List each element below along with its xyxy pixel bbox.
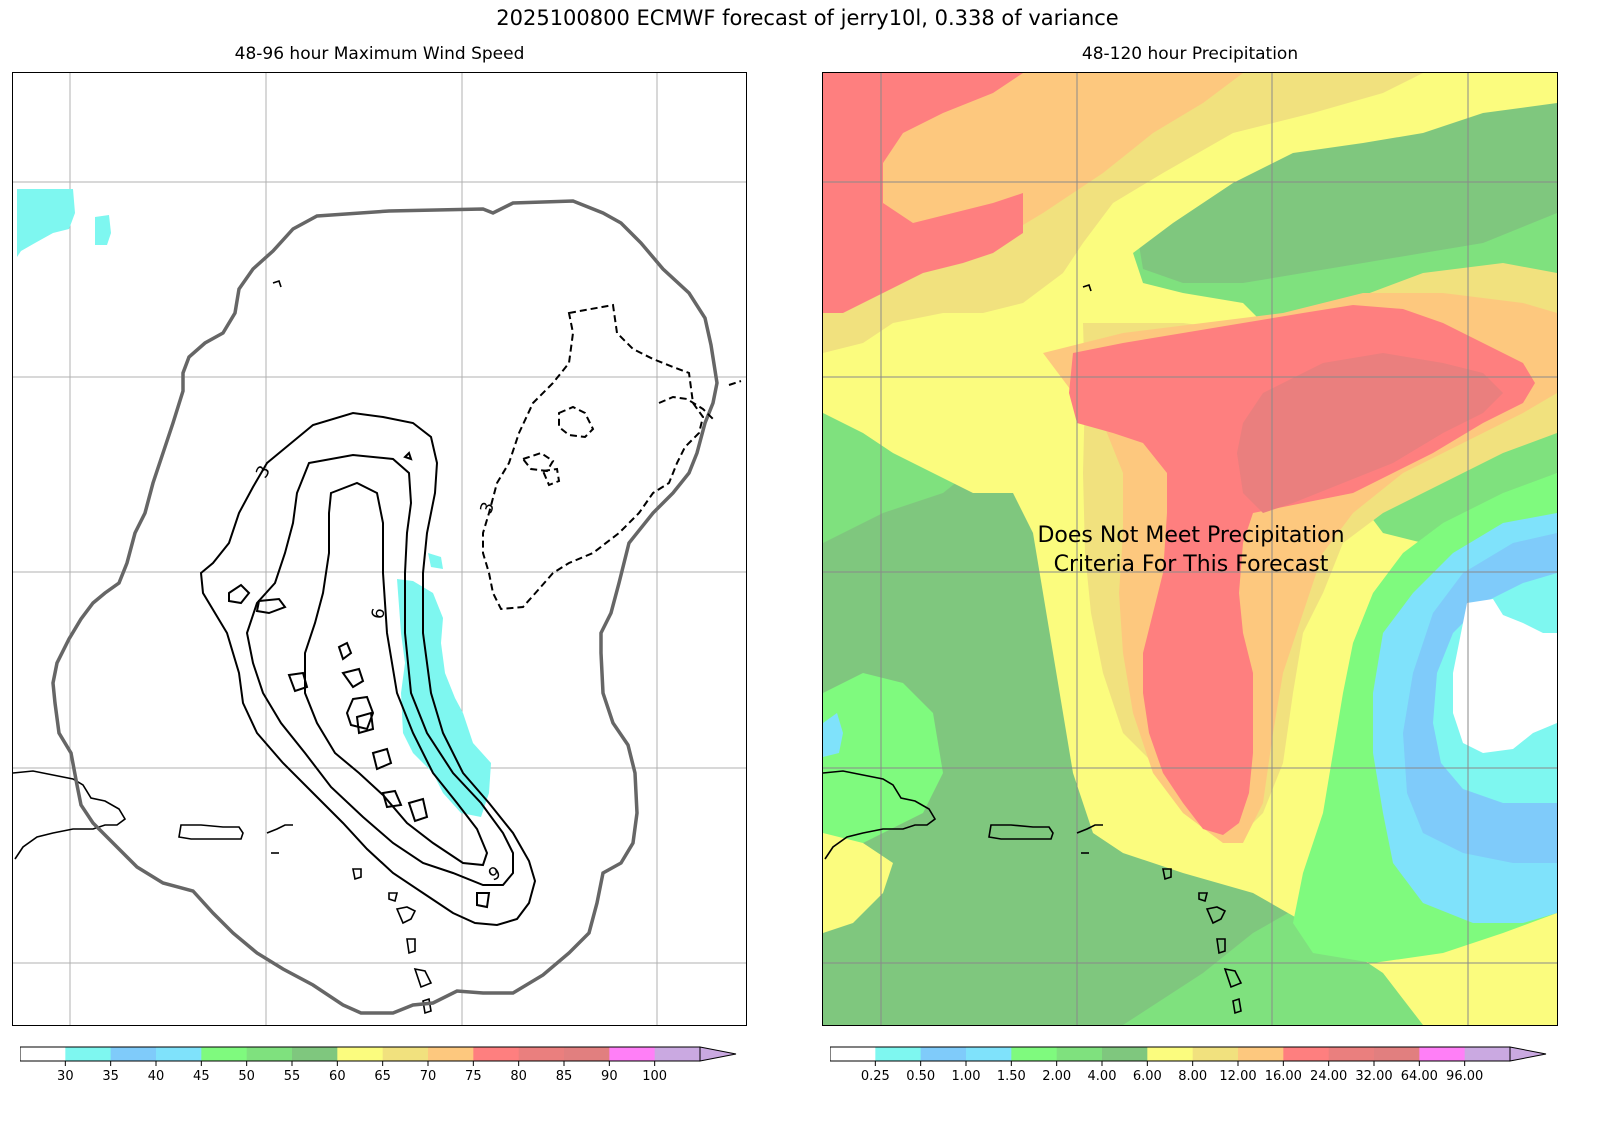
precip-band-32 — [1237, 353, 1503, 513]
precip-colorbar-tick-label: 32.00 — [1355, 1069, 1392, 1084]
precip-band-24 — [823, 73, 1023, 313]
wind-contours-dashed — [482, 303, 742, 611]
precip-colorbar-swatch — [920, 1047, 967, 1061]
wind-colorbar-swatch — [564, 1047, 610, 1061]
wind-colorbar-tick-label: 80 — [510, 1069, 527, 1084]
left-panel-title: 48-96 hour Maximum Wind Speed — [234, 44, 525, 64]
right-panel-title: 48-120 hour Precipitation — [1081, 44, 1299, 64]
wind-speed-colorbar: 30 35 40 45 50 55 60 65 70 75 80 85 90 100 — [19, 1044, 742, 1094]
wind-colorbar-swatch — [292, 1047, 338, 1061]
wind-colorbar-tick-label: 75 — [465, 1069, 482, 1084]
precip-colorbar-swatch — [1283, 1047, 1330, 1061]
precip-message-line2: Criteria For This Forecast — [1053, 552, 1329, 577]
right-gridlines — [823, 73, 1557, 1025]
wind-colorbar-swatch — [382, 1047, 429, 1061]
wind-colorbar-swatch — [65, 1047, 112, 1061]
precip-colorbar-swatch — [830, 1047, 876, 1061]
wind-colorbar-swatch — [473, 1047, 520, 1061]
wind-colorbar-extend-arrow — [699, 1046, 737, 1062]
wind-colorbar-swatch — [337, 1047, 384, 1061]
wind-colorbar-tick-label: 30 — [57, 1069, 74, 1084]
precip-colorbar-swatch — [1056, 1047, 1103, 1061]
wind-colorbar-tick-label: 70 — [420, 1069, 437, 1084]
precip-colorbar-swatch — [1147, 1047, 1194, 1061]
wind-contours-solid — [199, 411, 537, 927]
wind-colorbar-tick-label: 90 — [601, 1069, 618, 1084]
precip-colorbar-ticks: 0.25 0.50 1.00 1.50 2.00 4.00 6.00 8.00 12.00 16.… — [861, 1061, 1483, 1084]
wind-colorbar-tick-label: 60 — [329, 1069, 346, 1084]
wind-colorbar-tick-label: 85 — [556, 1069, 573, 1084]
precip-message-line1: Does Not Meet Precipitation — [1037, 523, 1345, 548]
precip-colorbar-swatch — [1464, 1047, 1511, 1061]
wind-colorbar-tick-label: 65 — [374, 1069, 391, 1084]
wind-speed-map: 3 6 9 3 — [12, 72, 747, 1026]
contour-label-3-west: 3 — [252, 462, 275, 481]
left-coastlines — [13, 279, 433, 1015]
wind-colorbar-swatch — [201, 1047, 248, 1061]
wind-colorbar-tick-label: 55 — [284, 1069, 301, 1084]
precip-colorbar-tick-label: 1.50 — [997, 1069, 1026, 1084]
precip-colorbar-tick-label: 8.00 — [1178, 1069, 1207, 1084]
precip-colorbar-swatch — [875, 1047, 922, 1061]
precip-colorbar-swatch — [1102, 1047, 1148, 1061]
figure-title: 2025100800 ECMWF forecast of jerry10l, 0… — [496, 6, 1119, 30]
precip-band-blue-west — [823, 713, 843, 757]
precip-colorbar-swatch — [966, 1047, 1012, 1061]
precip-colorbar-tick-label: 0.50 — [906, 1069, 935, 1084]
precipitation-map: Does Not Meet Precipitation Criteria For… — [822, 72, 1558, 1026]
precip-colorbar-swatch — [1374, 1047, 1420, 1061]
precip-colorbar-swatch — [1192, 1047, 1239, 1061]
precip-colorbar-tick-label: 24.00 — [1310, 1069, 1347, 1084]
precip-colorbar-tick-label: 1.00 — [952, 1069, 981, 1084]
precip-criteria-message: Does Not Meet Precipitation Criteria For… — [991, 521, 1391, 579]
precip-band-west-yellow — [823, 833, 893, 933]
precip-colorbar-swatches — [829, 1046, 1511, 1062]
wind-colorbar-swatch — [156, 1047, 202, 1061]
precip-band-under-0.25 — [1453, 599, 1557, 753]
wind-colorbar-tick-label: 100 — [642, 1069, 667, 1084]
contour-label-3-east: 3 — [476, 499, 498, 516]
precip-colorbar-tick-label: 64.00 — [1401, 1069, 1438, 1084]
wind-colorbar-swatch — [428, 1047, 474, 1061]
wind-colorbar-tick-label: 50 — [238, 1069, 255, 1084]
wind-colorbar-swatch — [518, 1047, 565, 1061]
wind-colorbar-swatch — [246, 1047, 293, 1061]
precip-colorbar-swatch — [1238, 1047, 1284, 1061]
precip-colorbar-tick-label: 12.00 — [1219, 1069, 1256, 1084]
left-gridlines — [13, 73, 746, 1025]
wind-colorbar-swatches — [19, 1046, 701, 1062]
precip-colorbar-tick-label: 2.00 — [1042, 1069, 1071, 1084]
wind-30kt-fill — [17, 189, 491, 817]
precip-colorbar-extend-arrow — [1509, 1046, 1547, 1062]
wind-colorbar-tick-label: 45 — [193, 1069, 210, 1084]
wind-colorbar-ticks: 30 35 40 45 50 55 60 65 70 75 80 85 90 100 — [57, 1061, 667, 1084]
wind-colorbar-swatch — [609, 1047, 656, 1061]
precip-band-west-green — [823, 673, 943, 853]
precip-colorbar-tick-label: 6.00 — [1133, 1069, 1162, 1084]
right-coastlines — [823, 283, 1243, 1015]
wind-colorbar-swatch — [20, 1047, 66, 1061]
precip-colorbar-swatch — [1328, 1047, 1375, 1061]
wind-colorbar-tick-label: 40 — [148, 1069, 165, 1084]
wind-colorbar-tick-label: 35 — [102, 1069, 119, 1084]
precip-colorbar-tick-label: 4.00 — [1088, 1069, 1117, 1084]
precip-colorbar-tick-label: 0.25 — [861, 1069, 890, 1084]
precip-band-4-top — [1137, 97, 1557, 283]
precipitation-colorbar: 0.25 0.50 1.00 1.50 2.00 4.00 6.00 8.00 12.00 16.… — [829, 1044, 1552, 1094]
precip-colorbar-swatch — [1011, 1047, 1058, 1061]
wind-colorbar-swatch — [110, 1047, 157, 1061]
wind-envelope-contour — [51, 199, 719, 1015]
wind-colorbar-swatch — [654, 1047, 701, 1061]
precip-colorbar-swatch — [1419, 1047, 1466, 1061]
contour-label-9: 9 — [485, 863, 504, 886]
precip-colorbar-tick-label: 16.00 — [1265, 1069, 1302, 1084]
contour-label-6: 6 — [368, 607, 390, 621]
precip-colorbar-tick-label: 96.00 — [1446, 1069, 1483, 1084]
